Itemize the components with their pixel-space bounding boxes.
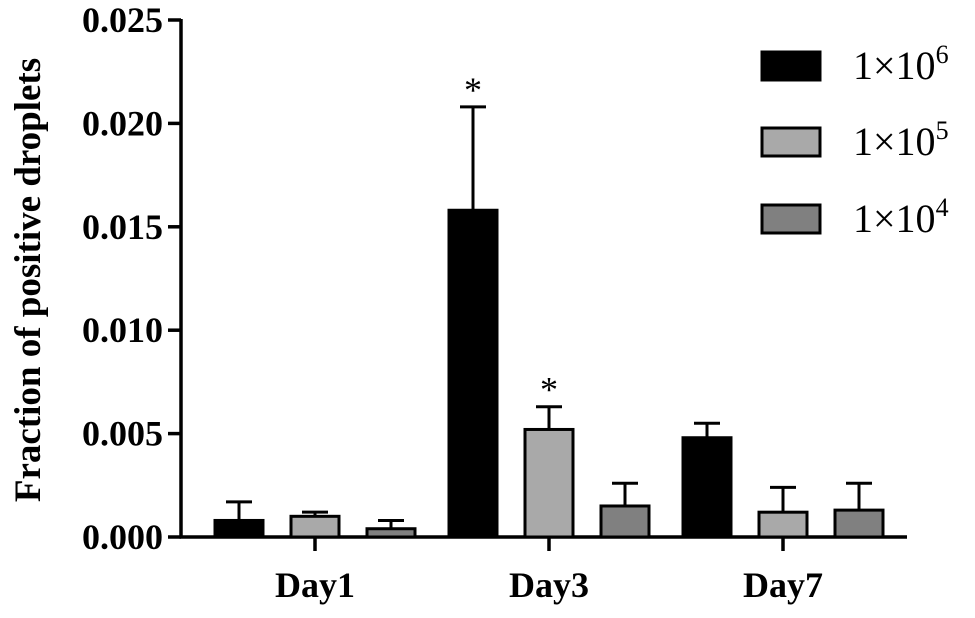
y-tick-label: 0.005 bbox=[82, 414, 163, 454]
bar bbox=[681, 436, 733, 539]
y-tick-label: 0.020 bbox=[82, 103, 163, 143]
bar bbox=[599, 504, 651, 539]
y-ticks: 0.000 0.005 0.010 0.015 0.020 0.025 bbox=[82, 0, 181, 557]
legend-swatch bbox=[760, 203, 822, 235]
significance-marker: * bbox=[464, 70, 482, 110]
y-tick-label: 0.000 bbox=[82, 517, 163, 557]
bar bbox=[289, 514, 341, 539]
y-axis-label: Fraction of positive droplets bbox=[8, 58, 49, 502]
bar bbox=[213, 518, 265, 539]
significance-marker: * bbox=[540, 370, 558, 410]
x-tick-label: Day1 bbox=[275, 565, 355, 605]
legend-swatch bbox=[760, 126, 822, 158]
bars: ** bbox=[213, 70, 885, 539]
bar bbox=[833, 508, 885, 539]
bar bbox=[365, 527, 417, 539]
legend-swatch bbox=[760, 50, 822, 82]
x-tick-label: Day3 bbox=[509, 565, 589, 605]
y-tick-label: 0.015 bbox=[82, 207, 163, 247]
legend: 1×106 1×105 1×104 bbox=[760, 40, 949, 241]
legend-label: 1×106 bbox=[853, 40, 949, 88]
legend-label: 1×105 bbox=[853, 116, 949, 164]
y-tick-label: 0.010 bbox=[82, 310, 163, 350]
bar bbox=[447, 208, 499, 539]
y-tick-label: 0.025 bbox=[82, 0, 163, 40]
bar bbox=[757, 510, 809, 539]
x-tick-labels: Day1 Day3 Day7 bbox=[275, 537, 823, 605]
legend-label: 1×104 bbox=[853, 193, 949, 241]
bar bbox=[523, 427, 575, 539]
x-tick-label: Day7 bbox=[743, 565, 823, 605]
